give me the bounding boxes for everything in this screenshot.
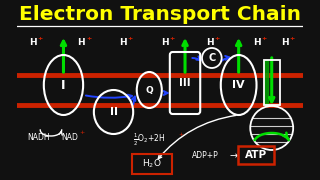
Text: +: + bbox=[86, 35, 91, 40]
Text: H: H bbox=[161, 37, 168, 46]
Text: H: H bbox=[29, 37, 37, 46]
Text: ATP: ATP bbox=[244, 150, 267, 160]
Text: +: + bbox=[290, 35, 295, 40]
Text: IV: IV bbox=[232, 80, 245, 90]
Text: I: I bbox=[61, 78, 66, 91]
Text: ADP+P: ADP+P bbox=[192, 150, 219, 159]
Text: Q: Q bbox=[145, 86, 153, 94]
Text: +: + bbox=[215, 35, 220, 40]
Text: II: II bbox=[109, 107, 117, 117]
Text: NAD: NAD bbox=[62, 134, 79, 143]
Text: H: H bbox=[281, 37, 289, 46]
Text: H: H bbox=[253, 37, 260, 46]
Text: Electron Transport Chain: Electron Transport Chain bbox=[19, 4, 301, 24]
Text: III: III bbox=[179, 78, 191, 88]
Text: $\rightarrow$: $\rightarrow$ bbox=[228, 150, 239, 160]
Text: +: + bbox=[261, 35, 266, 40]
Text: C: C bbox=[208, 53, 215, 63]
Text: H: H bbox=[77, 37, 85, 46]
Text: +: + bbox=[38, 35, 43, 40]
Text: +: + bbox=[80, 130, 85, 136]
Text: +: + bbox=[127, 35, 132, 40]
Text: H$_2$O: H$_2$O bbox=[142, 158, 162, 170]
Text: +: + bbox=[169, 35, 174, 40]
Text: H: H bbox=[206, 37, 214, 46]
Text: $\frac{1}{2}$O$_2$+2H: $\frac{1}{2}$O$_2$+2H bbox=[133, 132, 165, 148]
Text: H: H bbox=[119, 37, 126, 46]
Text: NADH: NADH bbox=[28, 134, 50, 143]
Text: +: + bbox=[179, 132, 184, 138]
